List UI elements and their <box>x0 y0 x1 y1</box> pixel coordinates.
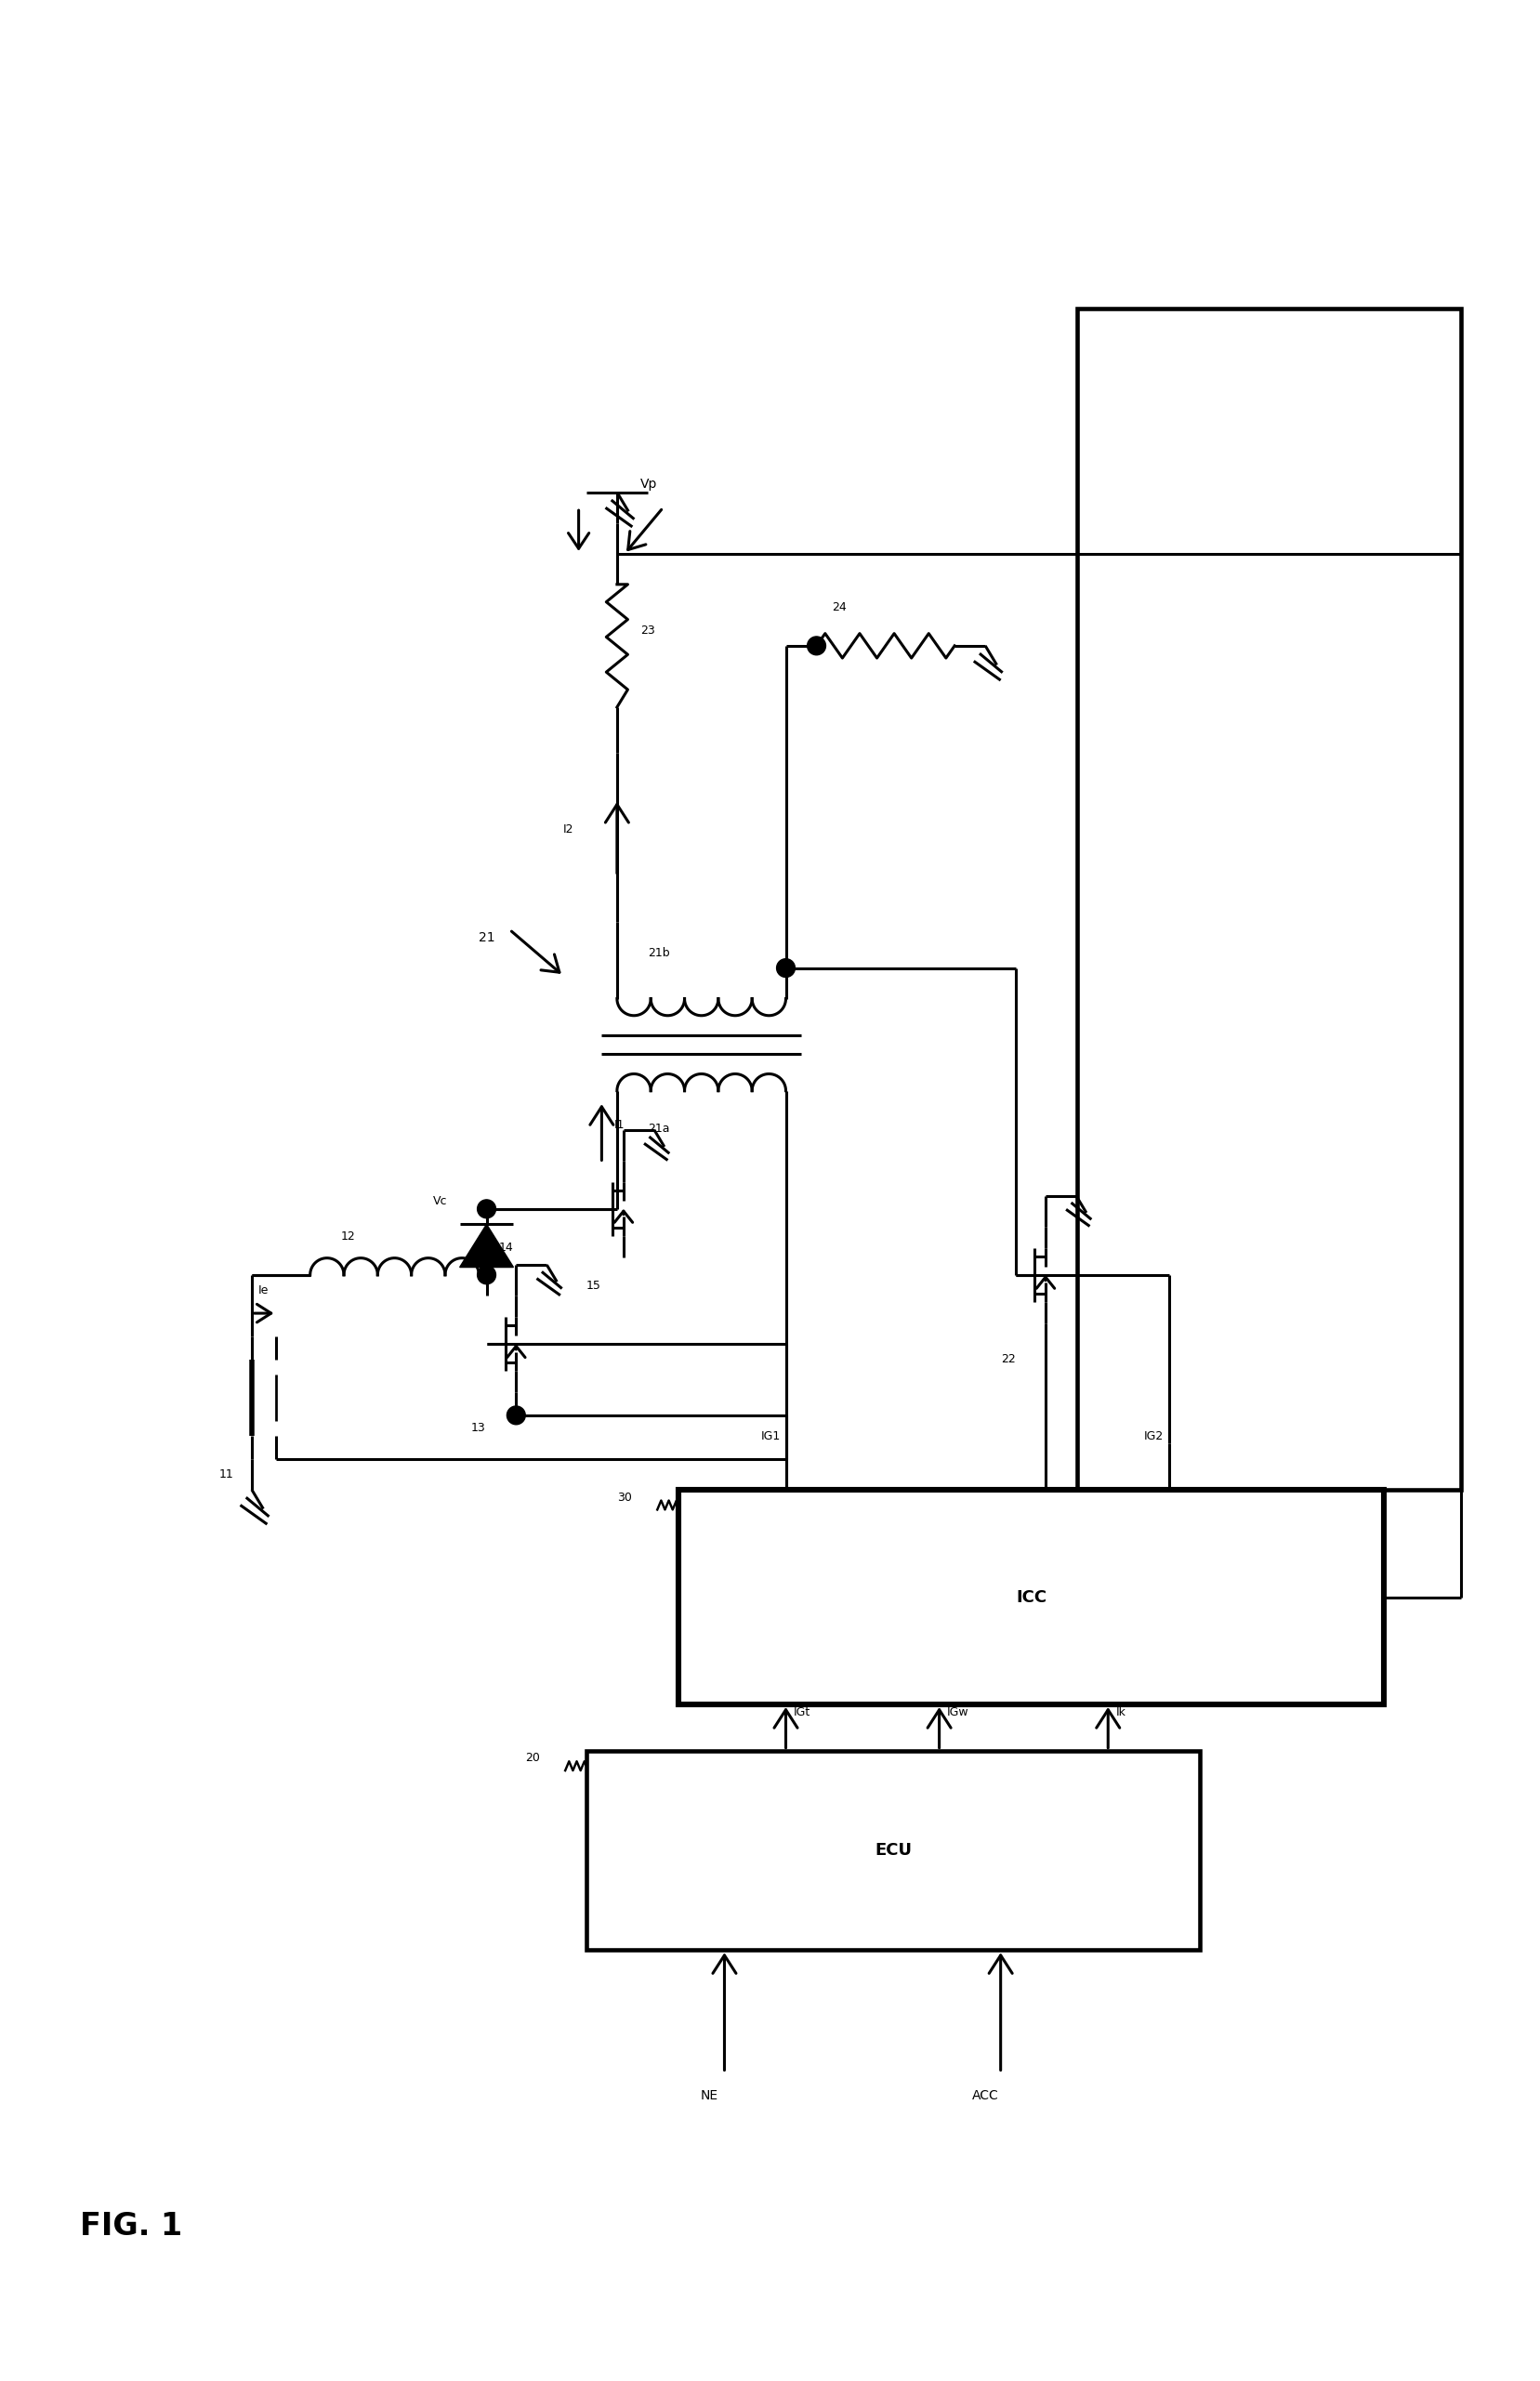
Text: IG2: IG2 <box>1144 1431 1163 1443</box>
Text: FIG. 1: FIG. 1 <box>80 2212 182 2241</box>
Text: 24: 24 <box>832 602 845 614</box>
Text: 11: 11 <box>219 1469 233 1481</box>
Text: 20: 20 <box>525 1752 541 1764</box>
Text: IGw: IGw <box>947 1707 969 1719</box>
Text: 14: 14 <box>499 1243 513 1255</box>
Text: I1: I1 <box>613 1119 624 1131</box>
Text: NE: NE <box>699 2091 718 2102</box>
Text: I2: I2 <box>564 824 573 836</box>
Text: Ie: Ie <box>257 1283 268 1295</box>
Text: IGt: IGt <box>793 1707 810 1719</box>
Text: ACC: ACC <box>972 2091 998 2102</box>
Text: 22: 22 <box>999 1352 1015 1364</box>
Text: Vc: Vc <box>433 1195 447 1207</box>
Circle shape <box>477 1267 496 1283</box>
Text: 13: 13 <box>471 1421 485 1433</box>
Text: 15: 15 <box>585 1279 601 1291</box>
Bar <box>585 1750 1200 1950</box>
Circle shape <box>507 1407 525 1424</box>
Text: 21a: 21a <box>647 1124 670 1136</box>
Bar <box>1076 307 1460 1491</box>
Polygon shape <box>459 1224 513 1267</box>
Text: 23: 23 <box>639 624 654 636</box>
Text: 21b: 21b <box>647 948 670 960</box>
Text: Vp: Vp <box>639 479 656 490</box>
Circle shape <box>477 1200 496 1219</box>
Text: Ik: Ik <box>1115 1707 1126 1719</box>
Circle shape <box>807 636 825 655</box>
Circle shape <box>776 960 795 976</box>
Text: 21: 21 <box>479 931 494 943</box>
Text: IG1: IG1 <box>761 1431 779 1443</box>
Text: 12: 12 <box>340 1231 356 1243</box>
Text: 30: 30 <box>618 1491 631 1502</box>
Text: ICC: ICC <box>1015 1588 1046 1605</box>
Bar <box>678 1491 1383 1705</box>
Text: ECU: ECU <box>875 1843 912 1860</box>
